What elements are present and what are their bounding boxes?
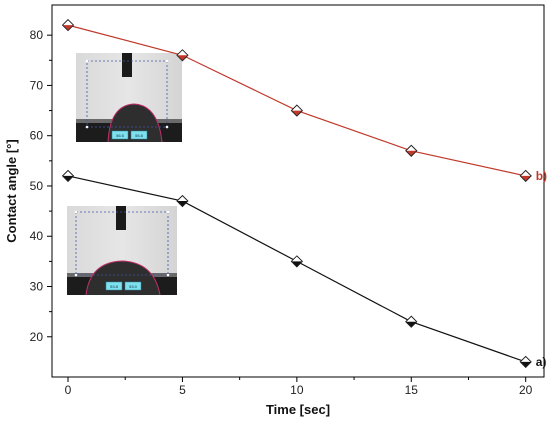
axes: 0 5 10 15 20 20 30 40 50 60 70 80 [30, 28, 533, 397]
data-point-1-4 [519, 355, 532, 368]
x-tick-label-3: 15 [405, 383, 419, 397]
series-layer: b) a) [61, 19, 547, 369]
data-point-0-0 [61, 19, 75, 32]
x-tick-label-1: 5 [179, 383, 186, 397]
y-tick-label-4: 60 [30, 129, 44, 143]
x-tick-label-4: 20 [519, 383, 533, 397]
y-tick-label-2: 40 [30, 229, 44, 243]
inset-top-readout-2: 55.8 [135, 133, 144, 138]
y-tick-label-3: 50 [30, 179, 44, 193]
inset-top-readout-1: 56.5 [116, 133, 125, 138]
x-tick-label-0: 0 [65, 383, 72, 397]
x-tick-label-2: 10 [290, 383, 304, 397]
inset-bottom-readout-2: 53.0 [129, 284, 138, 289]
data-point-0-4 [519, 169, 532, 182]
y-tick-label-5: 70 [30, 78, 44, 92]
droplet-image-top: 56.5 55.8 [76, 53, 182, 143]
y-tick-label-1: 30 [30, 280, 44, 294]
x-axis-title: Time [sec] [266, 402, 330, 417]
plot-frame [51, 4, 545, 378]
data-point-1-2 [290, 255, 303, 268]
data-point-1-1 [176, 194, 189, 208]
droplet-image-bottom: 53.8 53.0 [67, 206, 177, 296]
series-label-0: b) [536, 169, 547, 183]
data-point-1-0 [61, 169, 75, 182]
data-point-1-3 [405, 315, 418, 328]
y-axis-title: Contact angle [°] [4, 139, 19, 242]
data-point-0-1 [176, 49, 189, 62]
y-tick-label-6: 80 [30, 28, 44, 42]
data-point-0-2 [290, 104, 303, 117]
series-label-1: a) [536, 355, 547, 369]
inset-bottom-readout-1: 53.8 [110, 284, 119, 289]
y-tick-label-0: 20 [30, 330, 44, 344]
data-point-0-3 [405, 144, 418, 157]
